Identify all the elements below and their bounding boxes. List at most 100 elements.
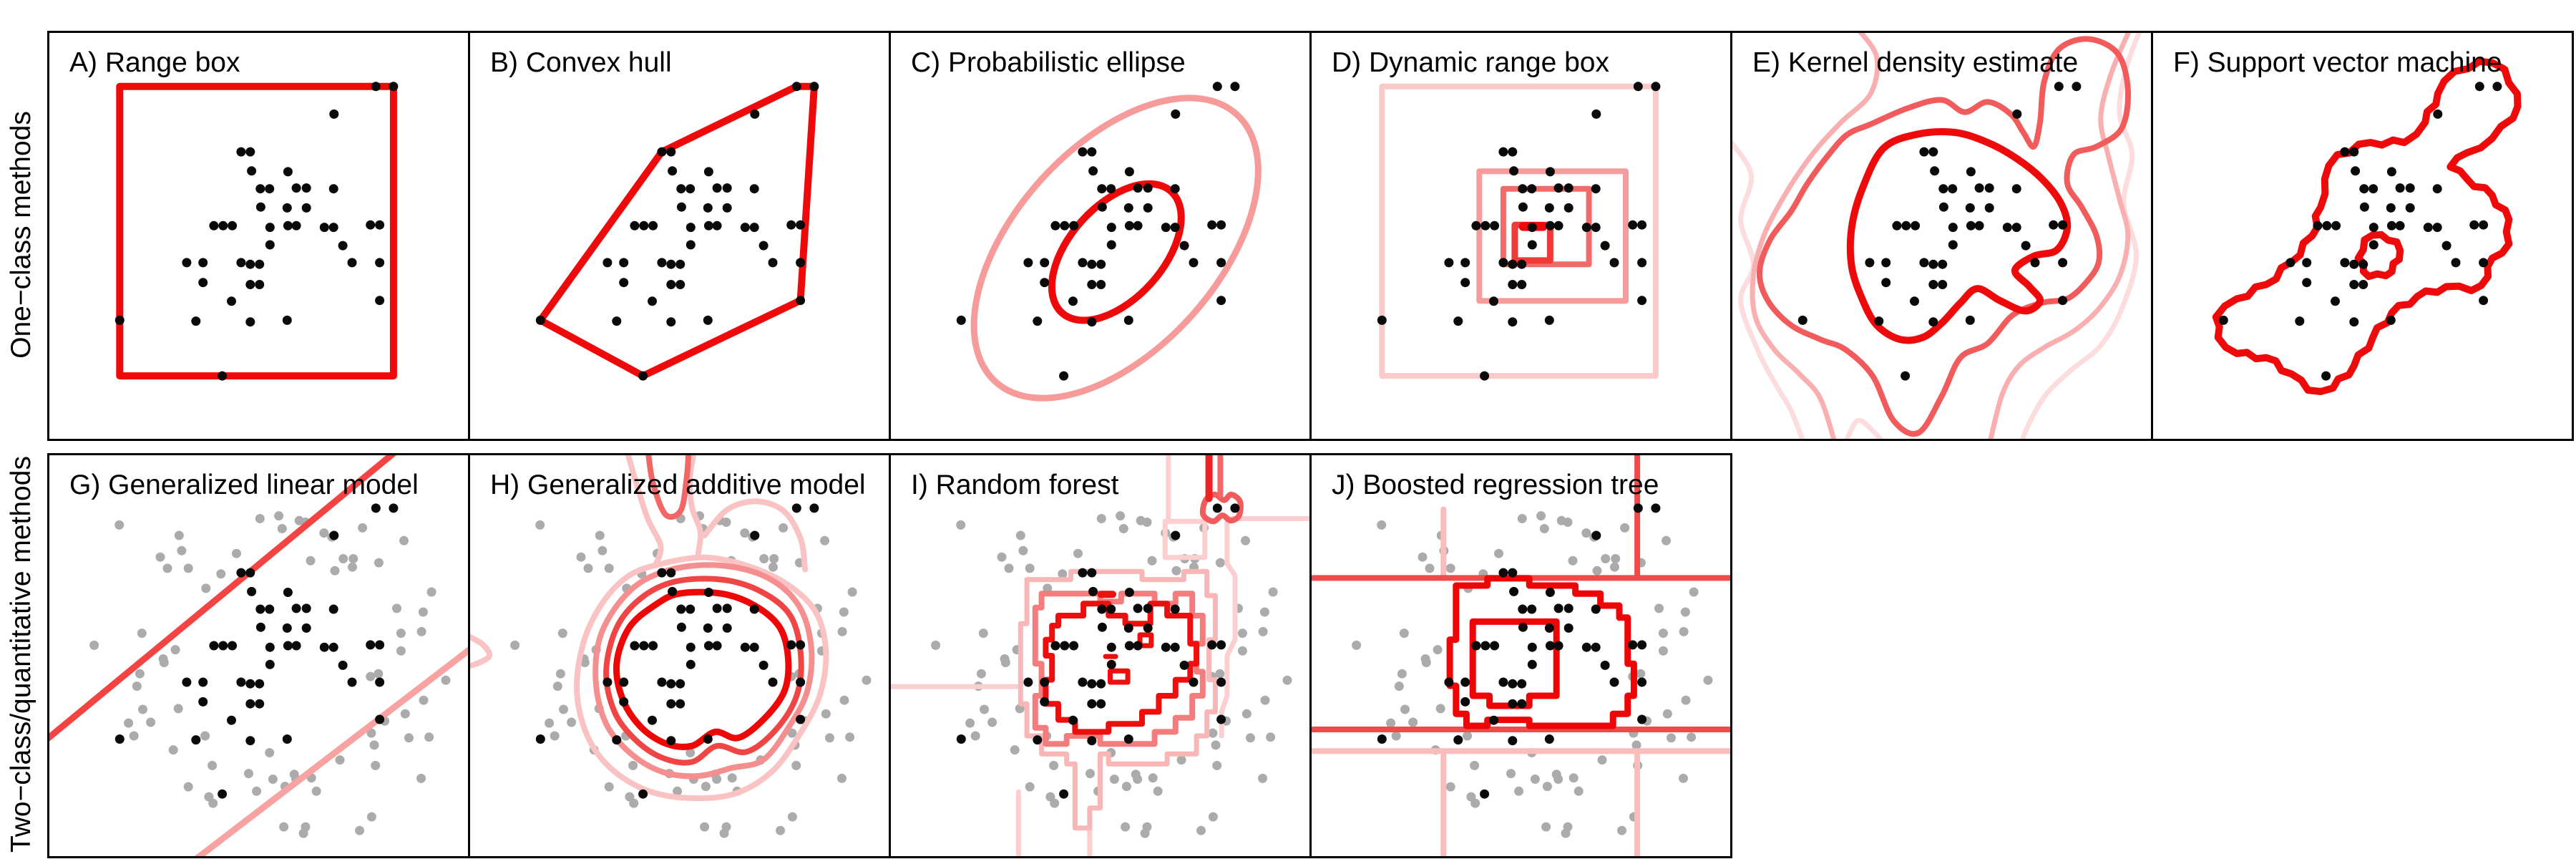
contour-curve [603, 576, 804, 766]
data-point [1097, 604, 1107, 614]
data-point [657, 677, 667, 687]
data-point [1078, 677, 1088, 687]
data-point [1544, 315, 1554, 325]
panel-f-plot [2212, 57, 2522, 395]
data-point [1687, 732, 1697, 742]
data-point [255, 514, 265, 523]
data-point [980, 704, 989, 714]
boundary-polygon [1018, 568, 1218, 831]
data-point [1928, 317, 1938, 327]
data-point [1628, 640, 1638, 650]
data-point [602, 677, 613, 687]
data-point [1088, 586, 1098, 596]
data-point [1601, 554, 1611, 563]
data-point [1241, 535, 1250, 545]
data-point [1106, 223, 1116, 233]
data-point [1124, 641, 1134, 651]
data-point [2302, 278, 2312, 288]
data-point [245, 147, 255, 157]
data-point [1637, 220, 1647, 230]
data-point [399, 535, 409, 545]
data-point [1517, 679, 1527, 689]
data-point [1928, 259, 1938, 269]
data-point [597, 545, 608, 555]
data-point [1142, 518, 1152, 527]
data-point [2432, 223, 2442, 233]
data-point [232, 548, 241, 558]
data-point [1651, 82, 1661, 92]
data-point [137, 629, 147, 639]
data-point [155, 552, 165, 562]
data-point [648, 715, 657, 725]
data-point [686, 642, 696, 652]
data-point [245, 699, 255, 709]
data-point [1553, 183, 1563, 193]
data-point [375, 677, 385, 687]
data-point [1542, 782, 1552, 792]
data-point [862, 675, 872, 685]
data-point [1636, 669, 1646, 679]
data-point [1527, 223, 1537, 233]
data-point [1106, 642, 1116, 652]
data-point [675, 280, 686, 289]
data-point [1508, 679, 1518, 689]
data-point [306, 555, 316, 566]
data-point [675, 699, 686, 709]
data-point [956, 315, 966, 325]
data-point [1498, 677, 1508, 687]
data-point [245, 736, 255, 746]
data-point [1088, 166, 1098, 176]
data-point [441, 675, 451, 685]
data-point [1106, 604, 1116, 614]
boundary-polygon [1108, 668, 1131, 685]
data-point [675, 679, 686, 689]
data-point [236, 147, 246, 157]
data-point [630, 220, 640, 230]
data-point [769, 562, 778, 572]
data-point [366, 220, 376, 230]
panel-j-plot [1312, 455, 1730, 856]
data-point [1121, 822, 1131, 832]
data-point [301, 603, 311, 613]
data-point [1445, 563, 1455, 573]
data-point [1966, 220, 1976, 230]
data-point [1004, 563, 1014, 573]
data-point [676, 184, 686, 194]
data-point [255, 280, 265, 289]
data-point [712, 220, 722, 230]
data-point [301, 623, 311, 633]
data-point [648, 296, 657, 306]
data-point [114, 315, 125, 325]
data-point [255, 259, 265, 269]
data-point [2058, 258, 2068, 268]
data-point [347, 258, 357, 268]
data-point [657, 258, 667, 268]
data-point [182, 677, 192, 687]
panel-c-title: C) Probabilistic ellipse [911, 47, 1186, 78]
data-point [328, 184, 338, 194]
presence-points [114, 82, 399, 381]
data-point [218, 789, 228, 799]
boundary-polygon [1043, 601, 1200, 735]
data-point [1176, 755, 1186, 765]
data-point [1938, 280, 1948, 289]
data-point [768, 677, 778, 687]
data-point [247, 586, 257, 596]
data-point [978, 629, 988, 639]
contour-curve [2020, 33, 2142, 439]
data-point [216, 569, 226, 579]
data-point [1140, 828, 1150, 838]
data-point [619, 697, 629, 707]
data-point [676, 604, 686, 614]
data-point [2331, 296, 2340, 306]
data-point [255, 679, 265, 689]
panel-a-title: A) Range box [69, 47, 240, 78]
data-point [375, 296, 385, 306]
data-point [159, 658, 169, 667]
panel-e-kernel-density-estimate: E) Kernel density estimate [1730, 31, 2153, 441]
data-point [1965, 203, 1975, 213]
data-point [666, 317, 676, 327]
data-point [255, 622, 265, 632]
presence-points [1377, 82, 1661, 381]
data-point [416, 626, 426, 636]
